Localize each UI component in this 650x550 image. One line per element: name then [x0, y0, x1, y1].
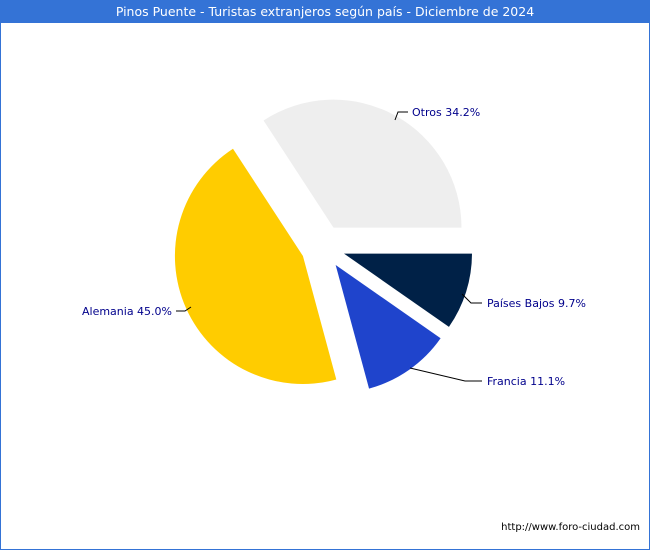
pie-slice-alemania [174, 148, 337, 384]
chart-title: Pinos Puente - Turistas extranjeros segú… [0, 0, 650, 23]
label-alemania: Alemania 45.0% [82, 305, 172, 318]
pie-slice-paises-bajos [343, 253, 472, 327]
leader-otros [394, 111, 408, 121]
pie-slice-francia [335, 264, 441, 389]
label-francia: Francia 11.1% [487, 375, 565, 388]
leader-francia [409, 367, 482, 382]
leader-paises-bajos [461, 293, 482, 304]
label-paises-bajos: Países Bajos 9.7% [487, 297, 586, 310]
source-url[interactable]: http://www.foro-ciudad.com [501, 522, 640, 533]
leader-alemania [176, 306, 192, 312]
pie-slice-otros [263, 99, 462, 228]
label-otros: Otros 34.2% [412, 106, 480, 119]
